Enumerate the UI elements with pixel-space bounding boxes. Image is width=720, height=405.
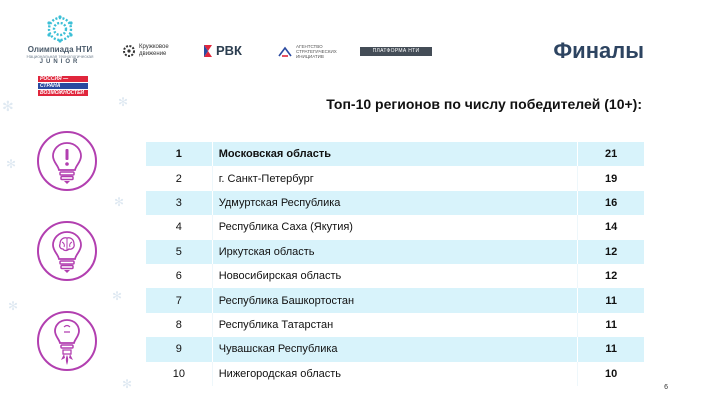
logo-rvk-text: РВК <box>216 43 242 58</box>
logo-asi: АГЕНТСТВО СТРАТЕГИЧЕСКИХ ИНИЦИАТИВ <box>278 44 344 60</box>
logo-rvk: РВК <box>203 43 242 58</box>
decor-snowflake: ✻ <box>114 195 125 209</box>
gear-logo-icon <box>123 45 135 57</box>
table-row: 1 Московская область 21 <box>146 142 644 167</box>
table-row: 9 Чувашская Республика 11 <box>146 337 644 362</box>
logo-russia-line2: СТРАНА <box>38 83 88 89</box>
rank-cell: 9 <box>175 343 182 356</box>
rank-cell: 2 <box>175 172 182 185</box>
logo-russia-country-of-opportunities: РОССИЯ — СТРАНА ВОЗМОЖНОСТЕЙ <box>38 76 88 97</box>
region-cell: Иркутская область <box>211 239 578 264</box>
decor-snowflake: ✻ <box>2 99 14 115</box>
winners-count-cell: 16 <box>577 190 644 216</box>
rank-cell: 10 <box>172 367 185 380</box>
rank-cell: 8 <box>175 318 182 331</box>
bulb-exclamation-icon <box>36 130 98 197</box>
region-cell: Республика Башкортостан <box>211 288 578 313</box>
logo-russia-line1: РОССИЯ — <box>38 76 88 82</box>
winners-count-cell: 11 <box>577 288 644 313</box>
table-row: 8 Республика Татарстан 11 <box>146 312 644 338</box>
decor-snowflake: ✻ <box>8 299 19 313</box>
decor-snowflake: ✻ <box>6 157 17 171</box>
logo-asi-text: АГЕНТСТВО СТРАТЕГИЧЕСКИХ ИНИЦИАТИВ <box>296 44 337 60</box>
region-cell: Республика Татарстан <box>211 312 578 338</box>
logo-kruzhkovoe: Кружковое движение <box>122 44 185 58</box>
winners-count-cell: 10 <box>577 361 644 386</box>
logo-nti-subtitle: Национальная технологическая <box>26 54 94 59</box>
region-cell: Республика Саха (Якутия) <box>211 215 578 240</box>
table-row: 4 Республика Саха (Якутия) 14 <box>146 215 644 240</box>
decor-snowflake: ✻ <box>122 377 133 391</box>
decor-snowflake: ✻ <box>118 95 129 109</box>
rank-cell: 1 <box>175 148 182 161</box>
snowflake-logo-icon <box>47 15 73 43</box>
winners-count-cell: 19 <box>577 166 644 191</box>
logo-nti-title: Олимпиада НТИ <box>27 45 93 54</box>
table-row: 3 Удмуртская Республика 16 <box>146 190 644 216</box>
table-row: 6 Новосибирская область 12 <box>146 263 644 289</box>
region-cell: Чувашская Республика <box>211 337 578 362</box>
winners-count-cell: 12 <box>577 239 644 264</box>
winners-count-cell: 12 <box>577 263 644 289</box>
winners-count-cell: 11 <box>577 337 644 362</box>
asi-logo-icon <box>278 46 292 57</box>
table-row: 7 Республика Башкортостан 11 <box>146 288 644 313</box>
table-row: 10 Нижегородская область 10 <box>146 361 644 386</box>
logo-nti-olympiad: Олимпиада НТИ Национальная технологическ… <box>20 14 100 65</box>
region-cell: Нижегородская область <box>211 361 578 386</box>
regions-table: 1 Московская область 21 2 г. Санкт-Петербург… <box>146 142 644 386</box>
logo-nti-junior: JUNIOR <box>39 59 81 65</box>
winners-count-cell: 11 <box>577 312 644 338</box>
region-cell: Удмуртская Республика <box>211 190 578 216</box>
rank-cell: 5 <box>175 245 182 258</box>
decor-snowflake: ✻ <box>112 289 123 303</box>
region-cell: Новосибирская область <box>211 263 578 289</box>
rank-cell: 7 <box>175 294 182 307</box>
winners-count-cell: 21 <box>577 142 644 167</box>
slide-title: Финалы <box>553 38 644 63</box>
slide-subtitle: Топ-10 регионов по числу победителей (10… <box>326 96 642 112</box>
logo-platform-nti: ПЛАТФОРМА НТИ <box>360 47 432 56</box>
rank-cell: 4 <box>175 221 182 234</box>
bulb-brain-icon <box>36 220 98 287</box>
winners-count-cell: 14 <box>577 215 644 240</box>
rank-cell: 6 <box>175 270 182 283</box>
region-cell: г. Санкт-Петербург <box>211 166 578 191</box>
logo-kruzh-text: Кружковое движение <box>139 44 169 57</box>
bulb-rocket-icon <box>36 310 98 377</box>
rank-cell: 3 <box>175 196 182 209</box>
rvk-logo-icon <box>204 44 212 57</box>
page-number: 6 <box>664 384 668 391</box>
logo-russia-line3: ВОЗМОЖНОСТЕЙ <box>38 90 88 96</box>
table-row: 2 г. Санкт-Петербург 19 <box>146 166 644 191</box>
table-row: 5 Иркутская область 12 <box>146 239 644 264</box>
region-cell: Московская область <box>211 142 578 167</box>
